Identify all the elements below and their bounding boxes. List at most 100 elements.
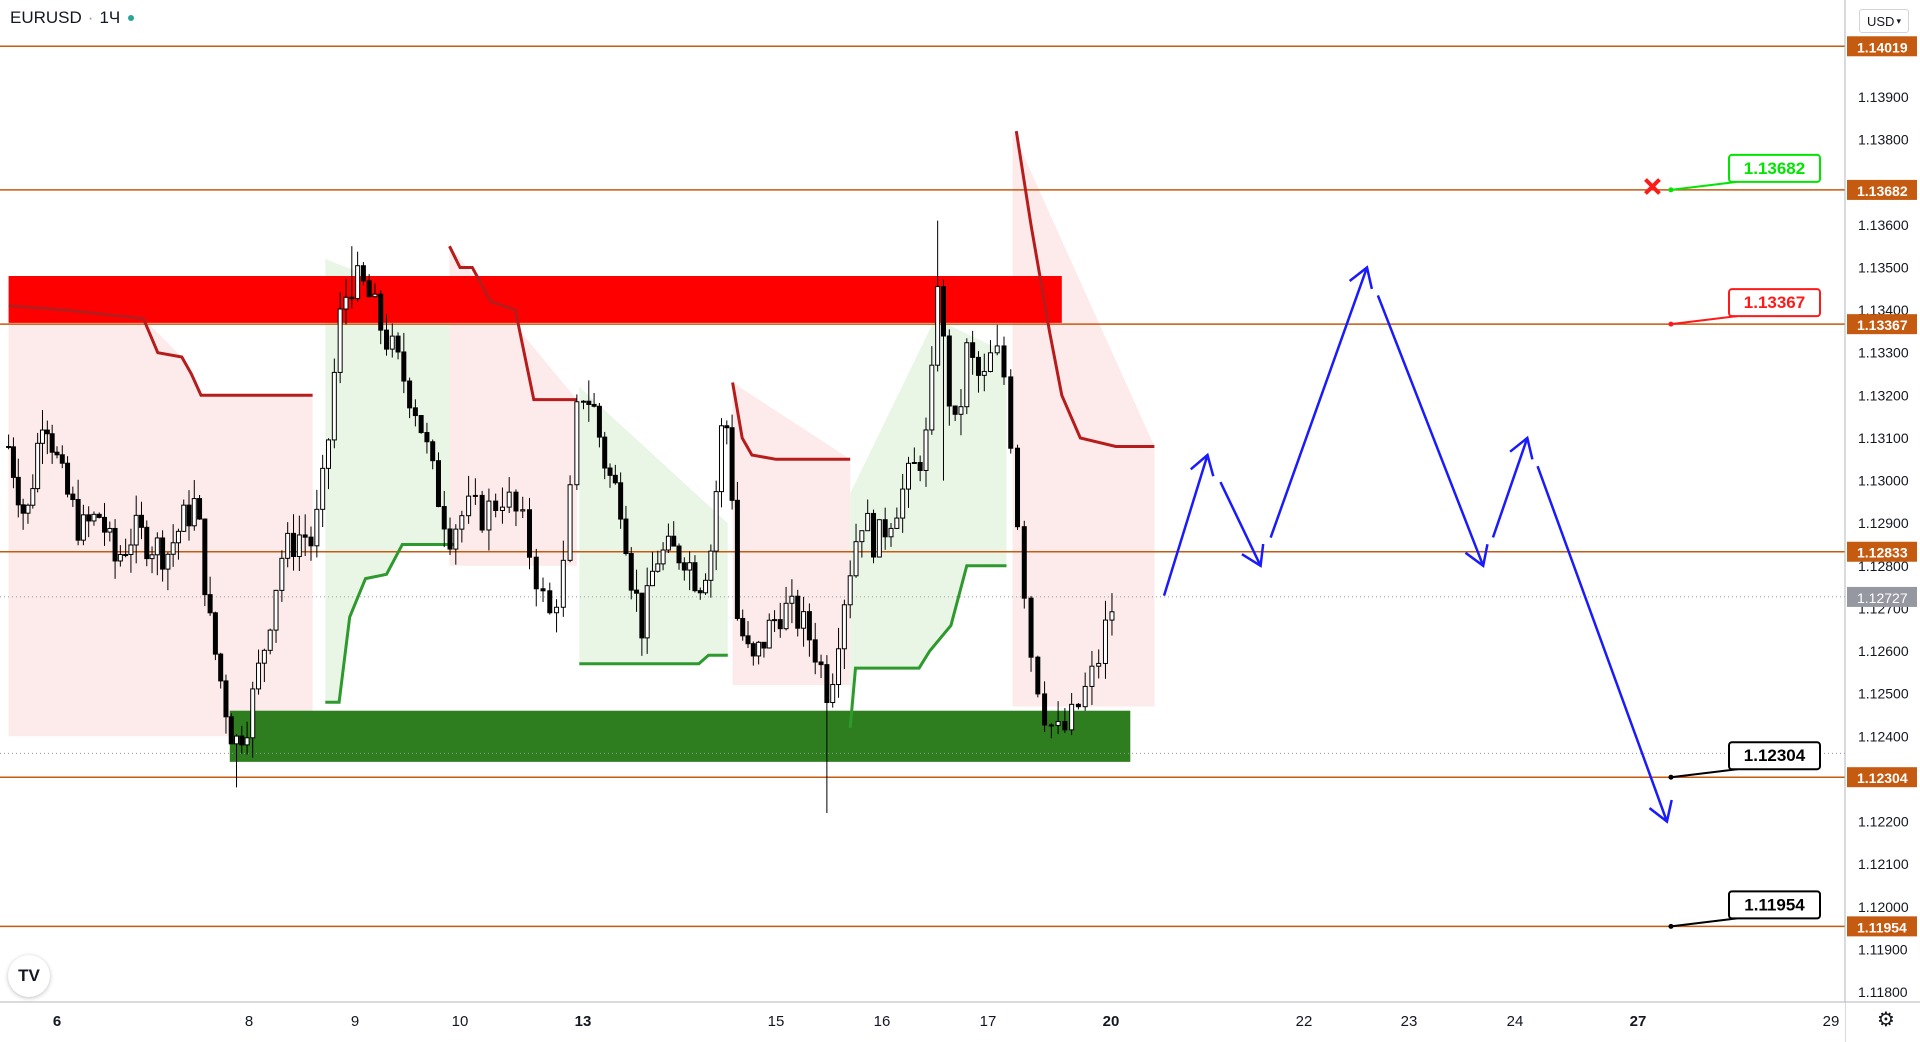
- y-tick-label: 1.13600: [1858, 217, 1909, 233]
- candle: [75, 499, 81, 541]
- candle: [612, 474, 618, 484]
- candle: [607, 467, 613, 476]
- x-tick-label: 6: [53, 1013, 61, 1030]
- target-callout-pointer: [1670, 180, 1738, 191]
- time-axis[interactable]: [0, 1002, 1845, 1042]
- candle: [239, 735, 245, 746]
- candle: [296, 534, 302, 558]
- candle: [20, 504, 26, 514]
- candle: [1048, 724, 1054, 727]
- gear-icon[interactable]: ⚙: [1877, 1007, 1895, 1031]
- y-tick-label: 1.12100: [1858, 856, 1909, 872]
- candle: [740, 617, 746, 637]
- support-zone[interactable]: [229, 710, 1131, 762]
- candle: [1042, 693, 1048, 726]
- candle: [407, 380, 413, 409]
- target-callout[interactable]: [1728, 741, 1821, 771]
- target-callout-pointer: [1670, 917, 1738, 928]
- candle: [687, 562, 693, 571]
- candle: [234, 735, 240, 745]
- candle: [644, 585, 650, 639]
- projection-segment: [1376, 294, 1485, 567]
- target-callout[interactable]: [1728, 288, 1821, 318]
- candle: [761, 641, 767, 649]
- y-tick-label: 1.12000: [1858, 899, 1909, 915]
- target-callout[interactable]: [1728, 890, 1821, 920]
- y-tick-label: 1.13900: [1858, 89, 1909, 105]
- candle: [472, 494, 478, 497]
- y-tick-label: 1.12500: [1858, 686, 1909, 702]
- candle: [308, 536, 314, 547]
- trend-fill-down: [449, 246, 577, 566]
- candle: [729, 427, 735, 501]
- price-axis[interactable]: [1845, 0, 1920, 1042]
- x-tick-label: 15: [768, 1013, 785, 1030]
- candle: [285, 532, 291, 559]
- y-tick-label: 1.11800: [1858, 984, 1908, 1000]
- candle: [917, 461, 923, 471]
- candle: [1062, 721, 1068, 731]
- resistance-zone[interactable]: [8, 276, 1062, 323]
- candle: [49, 433, 55, 453]
- candle: [830, 684, 836, 704]
- candle: [360, 265, 366, 282]
- target-anchor: [1668, 187, 1674, 193]
- candle: [314, 508, 320, 547]
- candle: [320, 467, 326, 510]
- candle: [981, 370, 987, 376]
- candle: [639, 592, 645, 639]
- projection-segment: [1162, 454, 1209, 597]
- level-price-label: 1.12833: [1857, 545, 1908, 561]
- y-tick-label: 1.12900: [1858, 515, 1909, 531]
- market-status-icon: [128, 15, 135, 21]
- candle: [554, 606, 560, 614]
- candle: [628, 553, 634, 591]
- projection-arrowhead: [1348, 265, 1374, 290]
- trailing-stop-up: [325, 543, 455, 704]
- candle: [1102, 619, 1108, 664]
- level-price-tag: [1847, 541, 1917, 562]
- y-tick-label: 1.13400: [1858, 302, 1909, 318]
- candle: [1028, 597, 1034, 658]
- candle: [841, 604, 847, 650]
- candle: [1082, 685, 1088, 708]
- candle: [447, 528, 453, 550]
- candle: [453, 528, 459, 550]
- candle: [929, 364, 935, 431]
- candle: [946, 335, 952, 407]
- candle: [888, 527, 894, 538]
- symbol-legend[interactable]: EURUSD · 1Ч: [10, 8, 135, 28]
- level-price-label: 1.14019: [1857, 39, 1908, 55]
- candle: [59, 454, 65, 464]
- candle: [273, 589, 279, 631]
- candle: [202, 518, 208, 596]
- candle: [745, 635, 751, 645]
- trailing-stop-down: [1014, 130, 1155, 448]
- candle: [665, 535, 671, 551]
- candle: [96, 513, 102, 518]
- candle: [165, 553, 171, 570]
- tradingview-logo-icon[interactable]: TV: [8, 955, 50, 997]
- x-tick-label: 16: [874, 1013, 891, 1030]
- candle: [170, 542, 176, 555]
- candle: [441, 506, 447, 530]
- candle: [560, 559, 566, 608]
- candle: [395, 335, 401, 353]
- candle: [466, 495, 472, 517]
- currency-button[interactable]: USD ▾: [1859, 9, 1909, 33]
- level-price-tag: [1847, 36, 1917, 57]
- candle: [602, 436, 608, 469]
- candle: [256, 662, 262, 690]
- candle: [1008, 376, 1014, 449]
- candle: [44, 429, 50, 435]
- candle: [750, 643, 756, 657]
- y-tick-label: 1.12800: [1858, 558, 1909, 574]
- target-callout[interactable]: [1728, 153, 1821, 183]
- candle: [940, 286, 946, 337]
- projection-arrowhead: [1509, 435, 1534, 460]
- candle: [911, 461, 917, 464]
- candle: [923, 429, 929, 471]
- target-callout-label: 1.11954: [1744, 895, 1805, 914]
- candle: [261, 649, 267, 664]
